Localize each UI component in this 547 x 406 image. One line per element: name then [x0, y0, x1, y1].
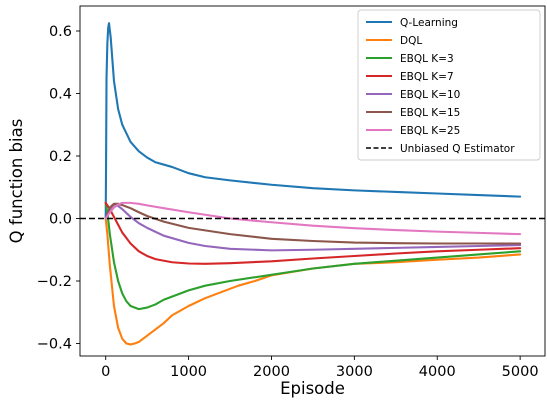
series-line-1 — [104, 22, 522, 220]
x-tick-label: 3000 — [336, 364, 373, 380]
ticks-layer: 0 1000 2000 3000 4000 5000 −0.4 −0.2 0.0 0.2 0.4 0.… — [37, 24, 539, 380]
legend-label: EBQL K=15 — [400, 107, 460, 119]
legend-box — [357, 9, 541, 161]
series-line-7 — [104, 201, 522, 236]
series-line-4 — [104, 201, 522, 265]
y-tick-label: 0.2 — [49, 149, 72, 165]
x-tick-label: 1000 — [170, 364, 207, 380]
series-line-5 — [104, 203, 522, 252]
series-layer — [80, 22, 545, 346]
legend-label: EBQL K=3 — [400, 53, 454, 65]
legend-label: EBQL K=25 — [400, 125, 460, 137]
x-axis-label: Episode — [280, 379, 345, 398]
series-line-3 — [104, 201, 522, 311]
legend-label: DQL — [400, 35, 422, 47]
legend-label: Unbiased Q Estimator — [400, 143, 515, 155]
plot-frame — [79, 5, 546, 357]
legend-label: EBQL K=7 — [400, 71, 454, 83]
x-tick-label: 4000 — [419, 364, 456, 380]
legend-label: EBQL K=10 — [400, 89, 460, 101]
x-tick-label: 5000 — [502, 364, 539, 380]
y-axis-label: Q function bias — [7, 119, 26, 244]
y-tick-label: 0.6 — [49, 24, 72, 40]
y-tick-label: 0.0 — [49, 212, 72, 228]
y-tick-label: −0.2 — [37, 274, 72, 290]
x-tick-label: 0 — [101, 364, 110, 380]
y-tick-label: −0.4 — [37, 337, 72, 353]
legend: Q-Learning DQL EBQL K=3 EBQL K=7 EBQL K=10 EB… — [357, 9, 541, 161]
x-tick-label: 2000 — [253, 364, 290, 380]
legend-label: Q-Learning — [400, 17, 458, 29]
y-tick-label: 0.4 — [49, 87, 72, 103]
